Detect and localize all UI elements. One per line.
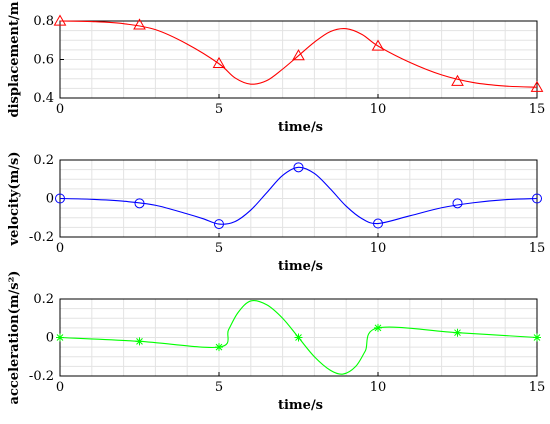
velocity-y-tick-label: 0.2 <box>33 153 54 168</box>
velocity-data-point <box>293 162 304 173</box>
acceleration-x-axis-label: time/s <box>278 398 323 413</box>
displacement-data-point <box>133 18 146 30</box>
acceleration-data-point <box>56 333 64 342</box>
acceleration-data-point <box>135 337 144 346</box>
acceleration-x-tick-label: 10 <box>370 380 387 395</box>
velocity-data-point <box>134 198 145 209</box>
acceleration-x-tick-label: 0 <box>56 380 64 395</box>
velocity-data-point <box>214 219 224 230</box>
displacement-x-tick-label: 0 <box>56 102 64 117</box>
displacement-x-tick-label: 5 <box>215 102 223 117</box>
velocity-data-point <box>532 193 542 204</box>
velocity-data-point <box>373 218 383 229</box>
acceleration-y-axis-label: acceleration(m/s²) <box>7 271 22 405</box>
displacement-data-point <box>451 74 464 86</box>
velocity-series-line <box>59 166 538 225</box>
velocity-y-tick-label: -0.2 <box>29 230 54 245</box>
displacement-panel: 0 5 10 15 0.4 0.6 0.8 time/s displacement/m <box>7 1 545 135</box>
acceleration-data-point <box>215 343 223 352</box>
displacement-data-point <box>292 49 305 61</box>
acceleration-y-tick-label: 0.2 <box>33 292 54 307</box>
displacement-x-tick-label: 10 <box>370 102 387 117</box>
acceleration-x-tick-label: 5 <box>215 380 223 395</box>
acceleration-data-point <box>533 333 541 342</box>
displacement-y-tick-label: 0.6 <box>33 53 54 68</box>
acceleration-data-point <box>453 328 462 337</box>
acceleration-y-tick-label: 0 <box>46 331 54 346</box>
velocity-x-tick-label: 15 <box>529 241 546 256</box>
displacement-y-tick-label: 0.8 <box>33 14 54 29</box>
displacement-data-point <box>53 14 67 26</box>
velocity-y-axis-label: velocity(m/s) <box>7 152 22 247</box>
velocity-data-point <box>55 193 65 204</box>
displacement-y-tick-label: 0.4 <box>33 91 54 106</box>
acceleration-data-point <box>294 333 303 342</box>
displacement-y-axis-label: displacement/m <box>7 1 22 117</box>
displacement-data-point <box>212 56 226 68</box>
velocity-x-tick-label: 10 <box>370 241 387 256</box>
acceleration-y-tick-label: -0.2 <box>29 369 54 384</box>
displacement-data-point <box>530 80 544 92</box>
velocity-data-point <box>452 198 463 209</box>
displacement-x-tick-label: 15 <box>529 102 546 117</box>
displacement-x-axis-label: time/s <box>278 120 323 135</box>
displacement-series-line <box>59 20 538 88</box>
displacement-data-point <box>371 39 385 51</box>
acceleration-x-tick-label: 15 <box>529 380 546 395</box>
acceleration-data-point <box>374 323 382 332</box>
velocity-y-tick-label: 0 <box>46 192 54 207</box>
velocity-x-axis-label: time/s <box>278 259 323 274</box>
velocity-x-tick-label: 0 <box>56 241 64 256</box>
velocity-x-tick-label: 5 <box>215 241 223 256</box>
